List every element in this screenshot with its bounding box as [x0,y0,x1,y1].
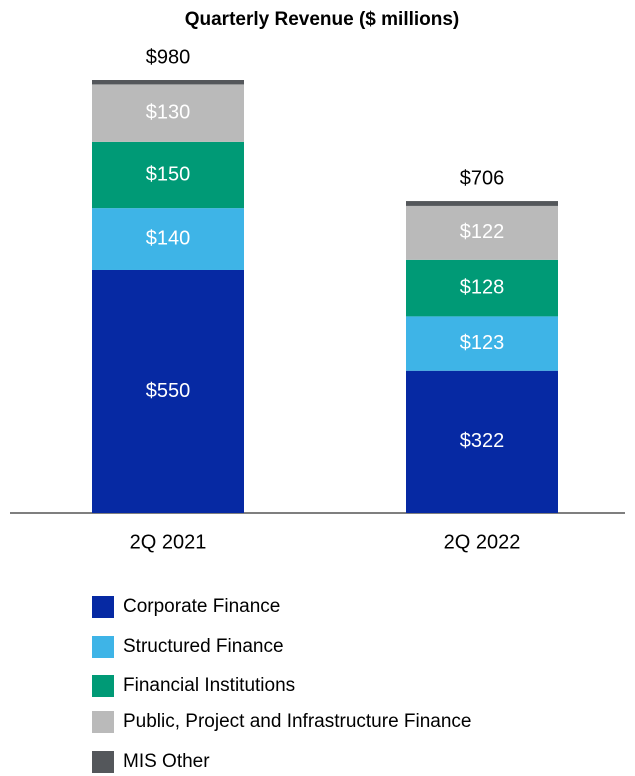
value-label: $122 [460,221,505,243]
value-label: $123 [460,332,505,354]
legend-label: MIS Other [123,751,210,772]
value-label: $140 [146,227,191,249]
x-tick-label: 2Q 2021 [130,531,207,553]
bar-segment [92,80,244,85]
bar-segment [406,201,558,206]
legend-swatch [92,636,114,658]
legend-swatch [92,711,114,733]
legend-label: Structured Finance [123,636,284,657]
bar-segment [406,205,558,260]
bar-segment [406,370,558,513]
value-label: $322 [460,430,505,452]
bar-segment [406,316,558,371]
legend-label: Corporate Finance [123,596,280,617]
value-label: $150 [146,163,191,185]
value-label: $130 [146,101,191,123]
value-label: $550 [146,380,191,402]
legend-swatch [92,596,114,618]
bar-segment [92,208,244,270]
total-label: $980 [146,46,191,68]
legend-label: Public, Project and Infrastructure Finan… [123,711,472,732]
legend-label: Financial Institutions [123,675,295,696]
value-label: $128 [460,276,505,298]
bar-segment [92,269,244,513]
bar-segment [92,84,244,142]
x-tick-label: 2Q 2022 [444,531,521,553]
bar-segment [92,141,244,209]
chart-title: Quarterly Revenue ($ millions) [185,9,460,30]
legend-swatch [92,751,114,773]
bar-segment [406,259,558,317]
legend-swatch [92,675,114,697]
total-label: $706 [460,167,505,189]
